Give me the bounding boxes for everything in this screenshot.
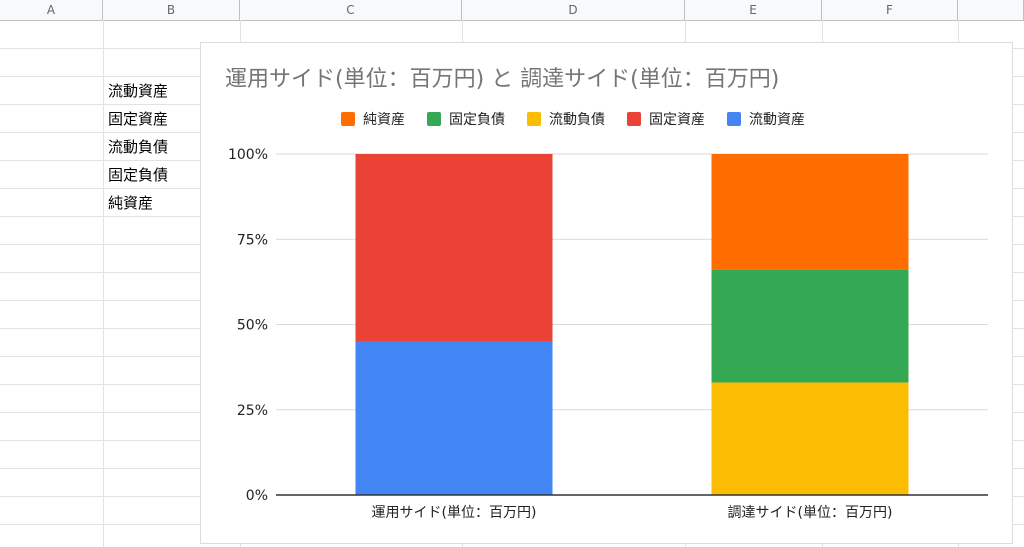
legend-label: 固定資産 xyxy=(649,112,705,128)
legend-swatch xyxy=(427,112,441,126)
bar-segment xyxy=(355,341,553,495)
column-header-f[interactable]: F xyxy=(822,0,958,20)
cell-b-current-assets[interactable]: 流動資産 xyxy=(108,82,169,100)
column-gridline xyxy=(103,20,104,547)
legend-item[interactable]: 流動負債 xyxy=(527,109,605,129)
x-tick-label: 運用サイド(単位：百万円) xyxy=(372,505,537,521)
y-tick-label: 25% xyxy=(237,403,268,419)
y-tick-label: 100% xyxy=(228,147,268,163)
legend-swatch xyxy=(627,112,641,126)
legend-swatch xyxy=(527,112,541,126)
x-tick-label: 調達サイド(単位：百万円) xyxy=(728,505,893,521)
column-header-row: A B C D E F G xyxy=(0,0,1024,21)
chart-title: 運用サイド(単位：百万円) と 調達サイド(単位：百万円) xyxy=(225,67,780,92)
legend-item[interactable]: 流動資産 xyxy=(727,109,805,129)
cell-b-net-assets[interactable]: 純資産 xyxy=(108,194,154,212)
column-header-a[interactable]: A xyxy=(0,0,103,20)
legend-label: 純資産 xyxy=(363,112,405,128)
legend-label: 流動負債 xyxy=(549,112,605,128)
cell-b-fixed-liabilities[interactable]: 固定負債 xyxy=(108,166,169,184)
column-header-g[interactable]: G xyxy=(958,0,1024,20)
column-header-c[interactable]: C xyxy=(240,0,462,20)
bar-segment xyxy=(355,154,553,342)
y-tick-label: 75% xyxy=(237,232,268,248)
legend-item[interactable]: 固定資産 xyxy=(627,109,705,129)
legend-swatch xyxy=(727,112,741,126)
chart-legend: 純資産 固定負債 流動負債 固定資産 流動資産 xyxy=(341,109,805,129)
column-header-d[interactable]: D xyxy=(462,0,685,20)
cell-b-fixed-assets[interactable]: 固定資産 xyxy=(108,110,169,128)
legend-item[interactable]: 純資産 xyxy=(341,109,405,129)
y-tick-label: 0% xyxy=(246,488,268,504)
bar-segment xyxy=(711,269,909,383)
legend-item[interactable]: 固定負債 xyxy=(427,109,505,129)
y-tick-label: 50% xyxy=(237,318,268,334)
column-header-b[interactable]: B xyxy=(103,0,240,20)
cell-b-current-liabilities[interactable]: 流動負債 xyxy=(108,138,169,156)
chart-plot: 0% 25% 50% 75% 100% 運用サイド(単位：百万円) 調達サイド(単位：百万円… xyxy=(228,147,988,521)
embedded-chart[interactable]: 運用サイド(単位：百万円) と 調達サイド(単位：百万円) 純資産 固定負債 流動負… xyxy=(200,42,1013,544)
legend-label: 流動資産 xyxy=(749,112,805,128)
bar-segment xyxy=(711,382,909,495)
legend-swatch xyxy=(341,112,355,126)
column-header-e[interactable]: E xyxy=(685,0,822,20)
legend-label: 固定負債 xyxy=(449,112,505,128)
bar-segment xyxy=(711,154,909,270)
